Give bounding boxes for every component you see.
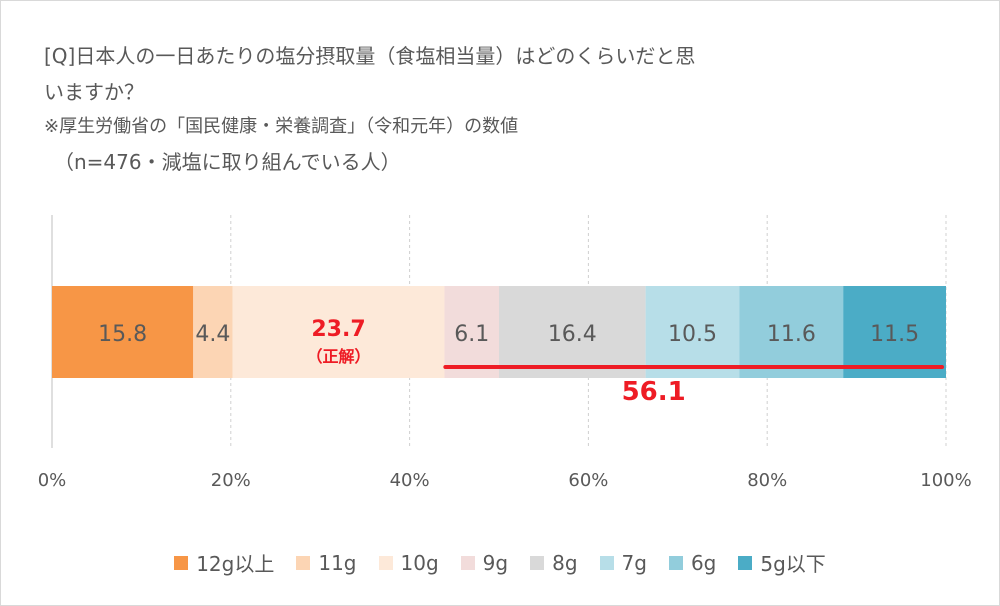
legend-swatch bbox=[174, 555, 189, 570]
data-label: 16.4 bbox=[548, 322, 597, 347]
chart-legend: 12g以上 11g 10g 9g 8g 7g 6g 5g以下 bbox=[0, 548, 1000, 577]
bar-segment bbox=[499, 286, 646, 378]
legend-swatch bbox=[378, 555, 393, 570]
data-label: 11.6 bbox=[767, 322, 816, 347]
legend-swatch bbox=[296, 555, 311, 570]
bar-segment bbox=[645, 286, 740, 378]
legend-swatch bbox=[460, 555, 475, 570]
legend-item: 8g bbox=[530, 548, 578, 577]
chart-sample-size: （n=476・減塩に取り組んでいる人） bbox=[54, 150, 401, 174]
data-label: 6.1 bbox=[454, 322, 489, 347]
correct-answer-label: （正解） bbox=[307, 347, 371, 366]
legend-label: 8g bbox=[552, 550, 578, 575]
legend-item: 10g bbox=[378, 548, 439, 577]
x-tick-label: 0% bbox=[38, 470, 67, 491]
bar-segment bbox=[52, 286, 194, 378]
bar-segment bbox=[193, 286, 233, 378]
stacked-bar-chart: 0% 20% 40% 60% 80% 100% 15.8 4.4 23.7 （正解） 6.1 16.4… bbox=[38, 215, 972, 491]
bar-segment bbox=[444, 286, 499, 378]
x-tick-label: 60% bbox=[568, 470, 608, 491]
chart-source-note: ※厚生労働省の「国民健康・栄養調査」（令和元年）の数値 bbox=[44, 116, 519, 137]
x-tick-label: 40% bbox=[390, 470, 430, 491]
legend-swatch bbox=[738, 555, 753, 570]
legend-swatch bbox=[599, 555, 614, 570]
data-label: 4.4 bbox=[195, 322, 230, 347]
legend-label: 6g bbox=[690, 550, 717, 575]
data-label: 23.7 bbox=[311, 317, 365, 342]
legend-label: 10g bbox=[400, 550, 439, 575]
x-tick-label: 20% bbox=[211, 470, 251, 491]
data-label: 10.5 bbox=[668, 322, 717, 347]
legend-item: 6g bbox=[668, 548, 717, 577]
legend-swatch bbox=[530, 555, 545, 570]
chart-title-line-1: [Q]日本人の一日あたりの塩分摂取量（食塩相当量）はどのくらいだと思 bbox=[44, 44, 696, 68]
legend-item: 12g以上 bbox=[174, 548, 274, 577]
bar-segment bbox=[739, 286, 844, 378]
legend-label: 7g bbox=[621, 550, 647, 575]
data-label: 11.5 bbox=[870, 322, 919, 347]
legend-item: 5g以下 bbox=[738, 548, 826, 577]
bar-segment bbox=[843, 286, 946, 378]
legend-item: 7g bbox=[599, 548, 647, 577]
legend-label: 5g以下 bbox=[760, 552, 826, 576]
legend-label: 9g bbox=[482, 550, 509, 575]
legend-item: 11g bbox=[296, 548, 357, 577]
legend-label: 11g bbox=[318, 550, 357, 575]
annotation-value: 56.1 bbox=[622, 377, 686, 407]
legend-item: 9g bbox=[460, 548, 509, 577]
x-tick-label: 80% bbox=[747, 470, 787, 491]
legend-label: 12g以上 bbox=[196, 552, 275, 576]
chart-title-line-2: いますか？ bbox=[44, 80, 144, 104]
chart-title-block: [Q]日本人の一日あたりの塩分摂取量（食塩相当量）はどのくらいだと思 いますか？… bbox=[44, 38, 695, 180]
data-label: 15.8 bbox=[98, 322, 147, 347]
legend-swatch bbox=[668, 555, 683, 570]
x-tick-label: 100% bbox=[920, 470, 971, 491]
bar-segment bbox=[232, 286, 445, 378]
